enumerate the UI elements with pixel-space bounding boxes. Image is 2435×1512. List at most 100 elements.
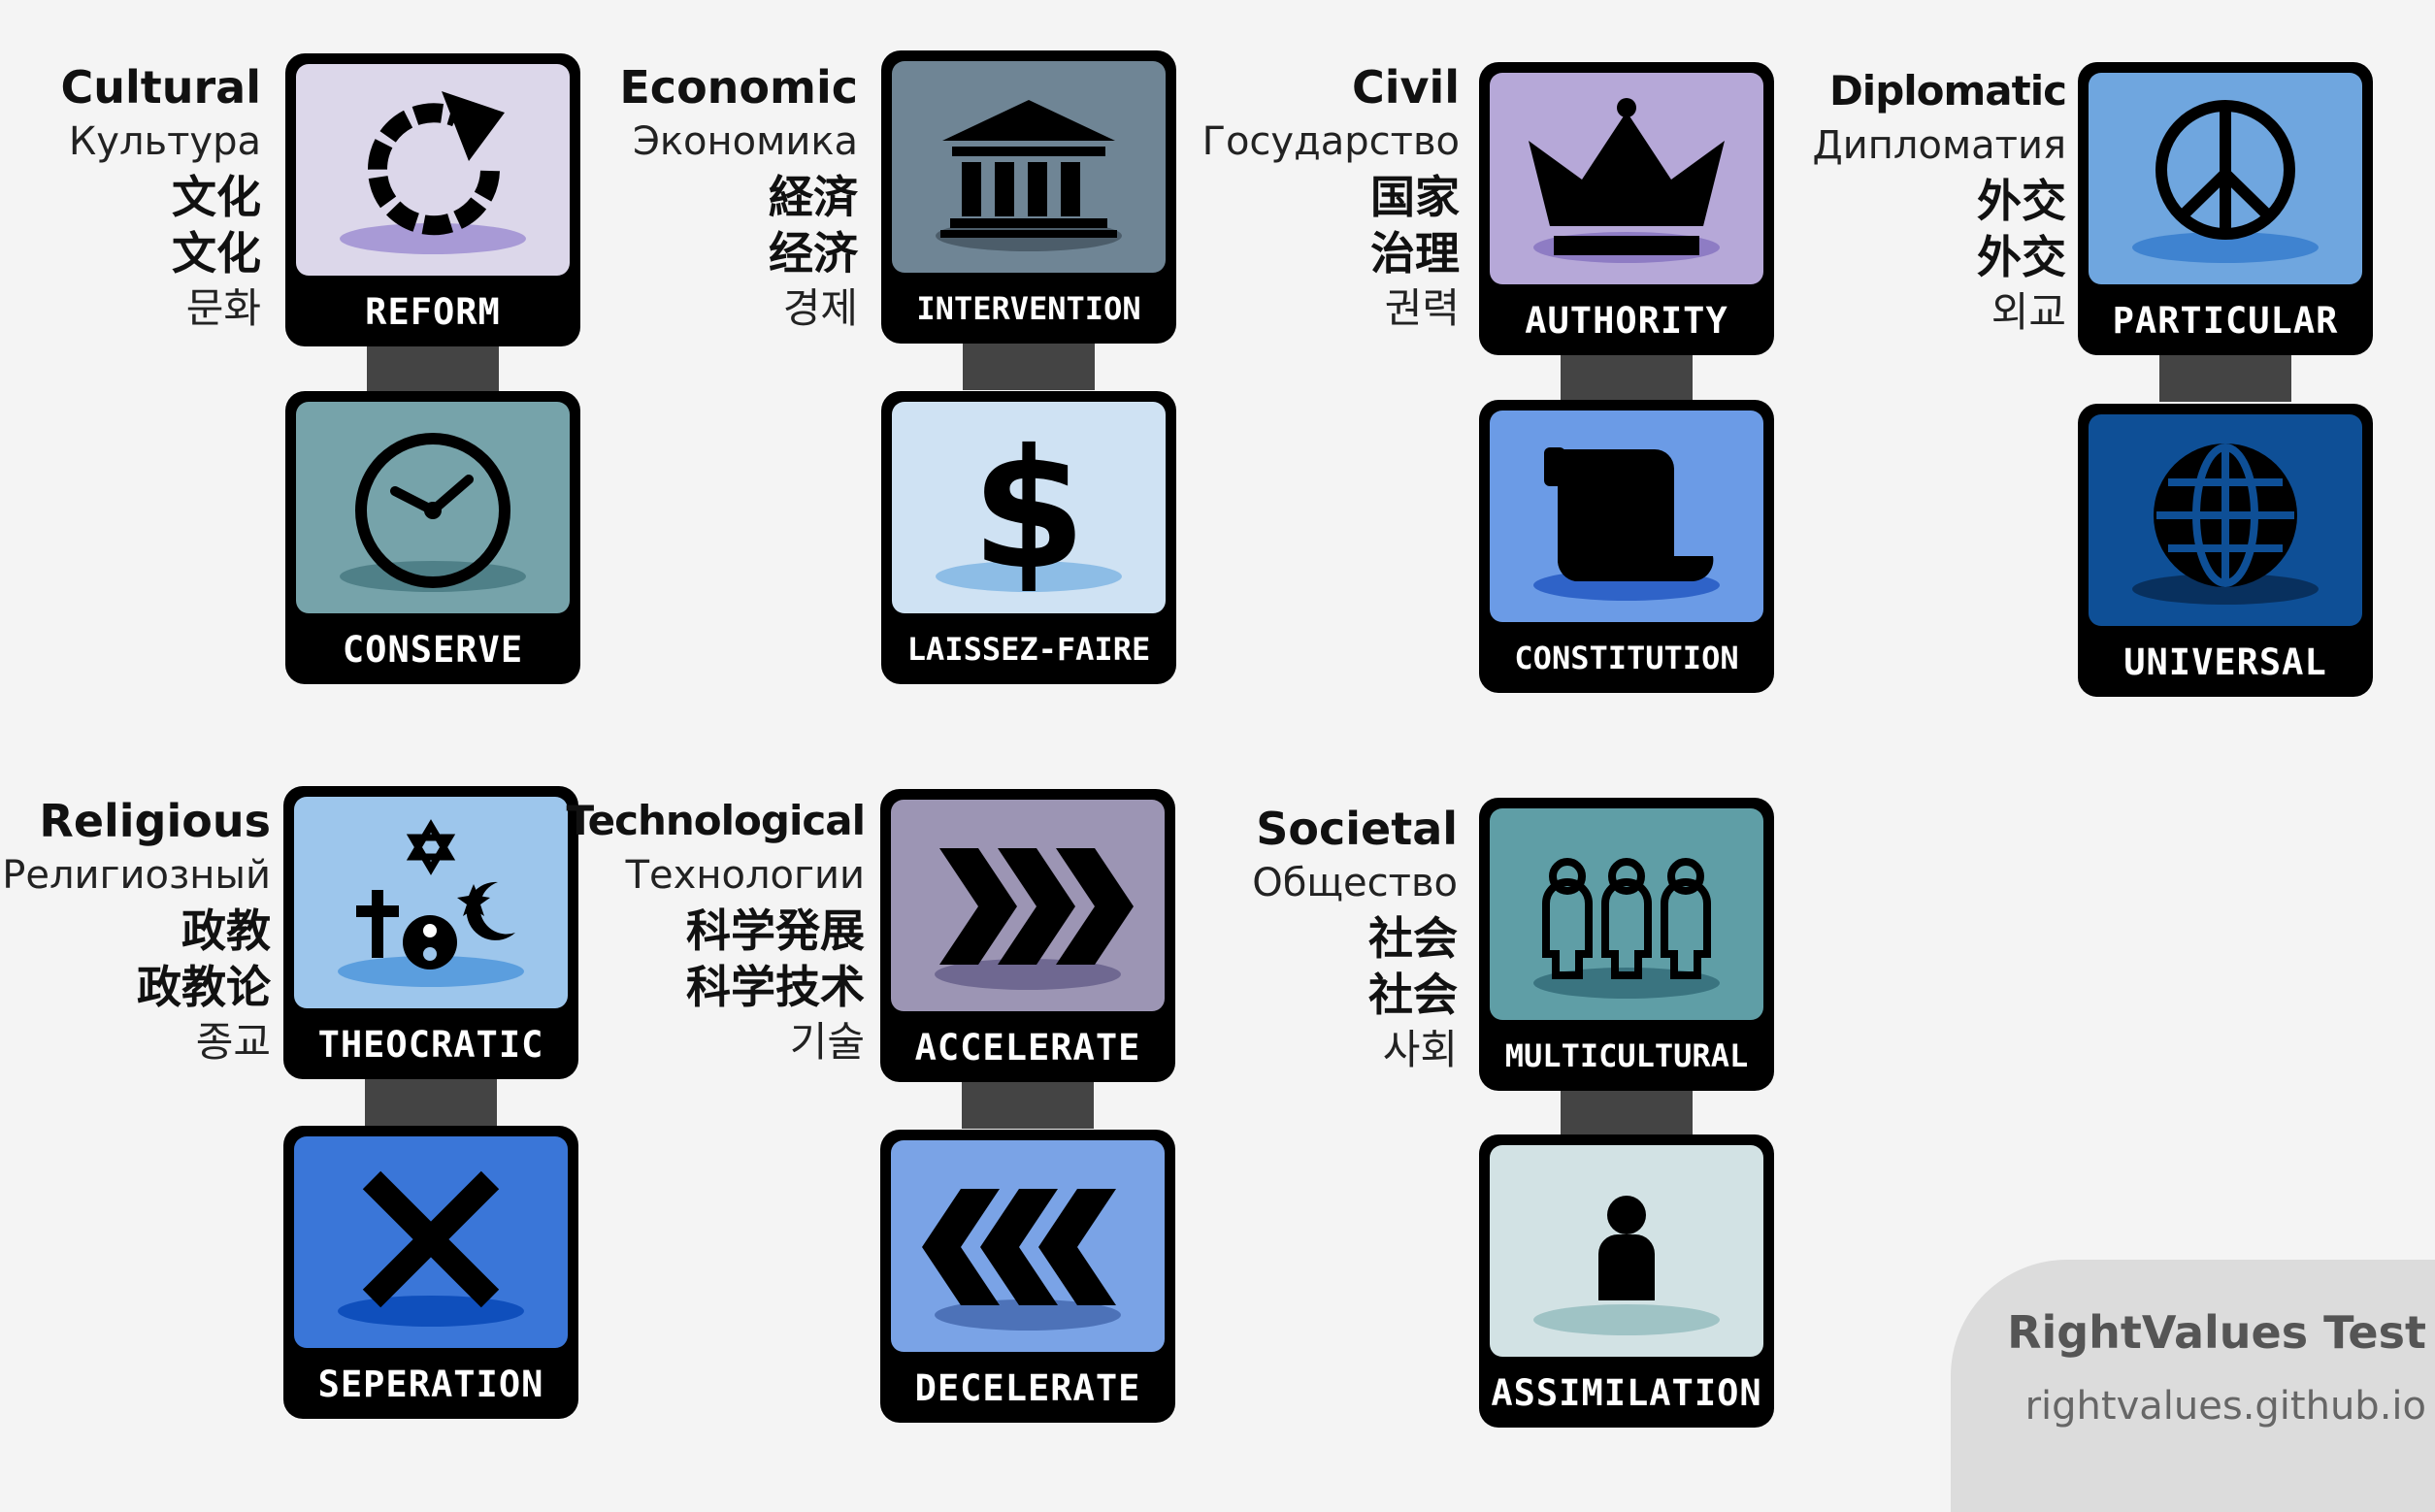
connector — [963, 344, 1095, 390]
conserve-label: CONSERVE — [342, 628, 524, 671]
axis-title-russian: Общество — [1252, 861, 1458, 905]
constitution-art — [1490, 411, 1763, 622]
laissez-faire-art: $ — [892, 402, 1166, 613]
seperation-card: SEPERATION — [283, 1126, 578, 1419]
assimilation-label: ASSIMILATION — [1491, 1371, 1762, 1414]
seperation-label: SEPERATION — [317, 1363, 544, 1405]
cross-x-icon — [338, 1170, 524, 1327]
economic-pair: INTERVENTION $ LAISSEZ-FAIRE — [881, 50, 1176, 686]
axis-title-korean: 외교 — [1991, 288, 2066, 336]
axis-title: Civil — [1351, 61, 1460, 114]
civil-labels: Civil Государство 国家 治理 권력 — [1202, 60, 1460, 336]
government-building-icon — [936, 100, 1122, 251]
intervention-card: INTERVENTION — [881, 50, 1176, 344]
axis-title-chinese: 社会 — [1368, 969, 1458, 1021]
axis-title-korean: 권력 — [1384, 284, 1460, 332]
axis-title-chinese: 政教论 — [137, 961, 271, 1013]
person-icon — [1533, 1196, 1720, 1335]
axis-title-japanese: 社会 — [1368, 912, 1458, 965]
conserve-card: CONSERVE — [285, 391, 580, 684]
brand-url[interactable]: rightvalues.github.io — [2024, 1384, 2426, 1429]
religious-labels: Religious Религиозный 政教 政教论 종교 — [2, 794, 271, 1069]
backward-chevrons-icon — [922, 1189, 1121, 1331]
seperation-art — [294, 1136, 568, 1348]
technological-labels: Technological Технологии 科学発展 科学技术 기술 — [566, 794, 866, 1069]
diplomatic-pair: PARTICULAR UNIVERSAL — [2078, 62, 2373, 703]
axis-title: Societal — [1256, 803, 1458, 855]
brand-title: RightValues Test — [2007, 1306, 2426, 1359]
branding-panel: RightValues Test rightvalues.github.io — [1951, 1260, 2435, 1512]
societal-labels: Societal Общество 社会 社会 사회 — [1252, 802, 1458, 1077]
axis-title: Technological — [566, 797, 866, 844]
universal-card: UNIVERSAL — [2078, 404, 2373, 697]
accelerate-label: ACCELERATE — [914, 1026, 1141, 1068]
intervention-art — [892, 61, 1166, 273]
axis-title-korean: 경제 — [782, 284, 858, 332]
axis-title-russian: Экономика — [632, 119, 858, 164]
decelerate-label: DECELERATE — [914, 1366, 1141, 1409]
group-people-icon — [1533, 858, 1720, 999]
axis-title-japanese: 経済 — [769, 171, 858, 223]
religious-symbols-icon — [338, 819, 524, 987]
theocratic-card: THEOCRATIC — [283, 786, 578, 1079]
axis-title-chinese: 文化 — [172, 227, 261, 279]
axis-title-russian: Государство — [1201, 119, 1460, 164]
accelerate-card: ACCELERATE — [880, 789, 1175, 1082]
decelerate-art — [891, 1140, 1165, 1352]
reform-card: REFORM — [285, 53, 580, 346]
connector — [367, 346, 499, 393]
economic-labels: Economic Экономика 経済 经济 경제 — [619, 60, 858, 336]
authority-card: AUTHORITY — [1479, 62, 1774, 355]
assimilation-card: ASSIMILATION — [1479, 1134, 1774, 1428]
universal-label: UNIVERSAL — [2123, 641, 2327, 683]
assimilation-art — [1490, 1145, 1763, 1357]
religious-pair: THEOCRATIC SEPERATION — [283, 786, 578, 1427]
reform-art — [296, 64, 570, 276]
reform-label: REFORM — [365, 290, 501, 333]
connector — [1561, 1091, 1693, 1137]
accelerate-art — [891, 800, 1165, 1011]
connector — [1561, 355, 1693, 402]
axis-title-chinese: 治理 — [1370, 227, 1460, 279]
theocratic-art — [294, 797, 568, 1008]
clock-icon — [340, 433, 526, 592]
particular-card: PARTICULAR — [2078, 62, 2373, 355]
axis-title-russian: Дипломатия — [1812, 123, 2066, 168]
axis-title-korean: 기술 — [789, 1018, 865, 1066]
axis-title-korean: 사회 — [1382, 1026, 1458, 1073]
connector — [2159, 355, 2291, 402]
axis-title-japanese: 政教 — [181, 904, 271, 957]
axis-title: Cultural — [60, 61, 261, 114]
multicultural-card: MULTICULTURAL — [1479, 798, 1774, 1091]
axis-title-russian: Технологии — [625, 853, 865, 898]
particular-label: PARTICULAR — [2112, 299, 2339, 342]
axis-title: Diplomatic — [1828, 67, 2067, 115]
axis-title-japanese: 国家 — [1370, 171, 1460, 223]
circular-arrow-icon — [340, 91, 526, 254]
crown-icon — [1529, 98, 1725, 263]
forward-chevrons-icon — [935, 848, 1134, 990]
axis-title-chinese: 经济 — [769, 227, 858, 279]
axis-title-japanese: 文化 — [172, 171, 261, 223]
connector — [962, 1082, 1094, 1129]
dollar-icon: $ — [936, 414, 1122, 607]
axis-title-japanese: 科学発展 — [686, 904, 865, 957]
globe-icon — [2132, 444, 2319, 605]
laissez-faire-card: $ LAISSEZ-FAIRE — [881, 391, 1176, 684]
multicultural-label: MULTICULTURAL — [1504, 1037, 1749, 1074]
constitution-card: CONSTITUTION — [1479, 400, 1774, 693]
technological-pair: ACCELERATE DECELERATE — [880, 789, 1175, 1425]
cultural-pair: REFORM CONSERVE — [285, 53, 580, 684]
intervention-label: INTERVENTION — [916, 290, 1141, 327]
axis-title: Economic — [619, 61, 858, 114]
cultural-labels: Cultural Культура 文化 文化 문화 — [60, 60, 261, 336]
axis-title-japanese: 外交 — [1977, 175, 2066, 227]
societal-pair: MULTICULTURAL ASSIMILATION — [1479, 798, 1774, 1433]
theocratic-label: THEOCRATIC — [317, 1023, 544, 1066]
laissez-faire-label: LAISSEZ-FAIRE — [906, 631, 1151, 668]
axis-title-chinese: 外交 — [1977, 231, 2066, 283]
svg-text:$: $ — [971, 414, 1086, 607]
axis-title-korean: 종교 — [195, 1018, 271, 1066]
axis-title: Religious — [39, 795, 271, 847]
conserve-art — [296, 402, 570, 613]
